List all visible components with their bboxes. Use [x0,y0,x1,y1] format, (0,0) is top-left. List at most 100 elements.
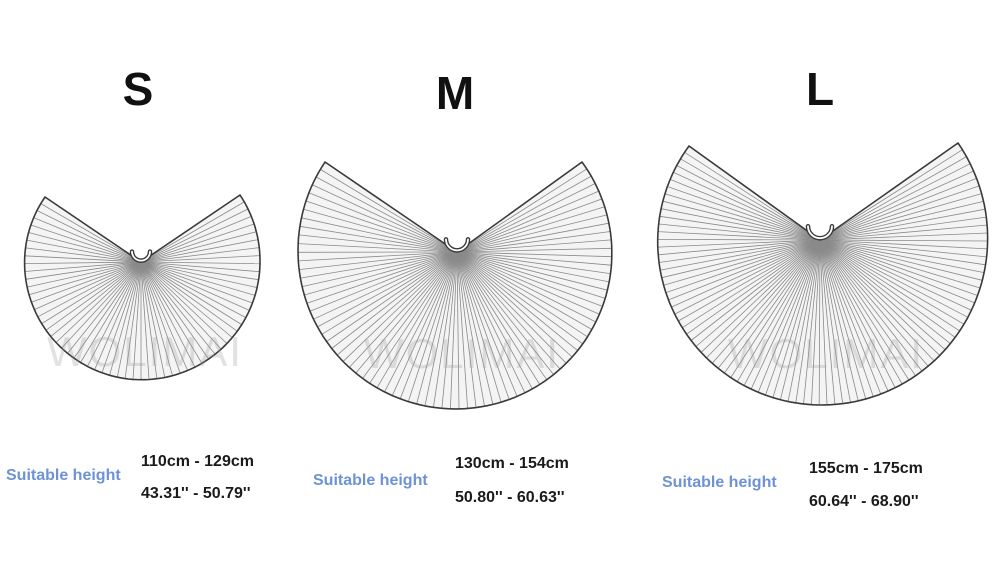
fan-rib [456,251,510,400]
fan-rib [28,232,142,263]
fan-rib [140,261,203,364]
height-in-m: 50.80'' - 60.63'' [455,489,565,506]
fan-rib [456,251,502,403]
height-in-s: 43.31'' - 50.79'' [141,485,251,502]
fan-rib [456,251,578,351]
fan-rib [811,239,821,405]
fan-rib [678,239,821,322]
fan-rib [659,215,821,241]
watermark-m: WOLIMAI [363,330,561,377]
fan-rib [456,251,610,283]
fan-rib [140,223,255,263]
height-in-l: 60.64'' - 68.90'' [809,493,919,510]
fan-rib [819,163,971,241]
fan-rib [661,239,821,279]
fan-rib [304,251,458,296]
fan-rib [41,261,142,324]
fan-rib [140,261,246,318]
fan-rib [376,251,458,389]
fan-rib [686,239,821,335]
size-label-m: M [435,67,475,119]
fan-rib [298,234,458,253]
fan-rib [750,239,821,390]
fan-rib [101,261,142,373]
fan-rib [140,261,209,360]
fan-rib [456,251,603,307]
fan-rib [140,261,261,265]
fan-rib [684,151,821,241]
fan-rib [300,251,458,279]
fan-rib [765,239,821,396]
fan-rib [301,217,458,253]
fan-rib [369,251,458,384]
fan-rib [140,261,242,325]
fan-rib [819,239,929,367]
neck-ring [129,249,153,263]
fan-rib [819,224,988,241]
fan-rib [456,251,541,385]
fan-rib [819,239,956,338]
fan-rib [140,261,260,273]
fan-outline [656,142,989,406]
fan-size-s [23,194,261,381]
fan-rib [456,175,592,253]
height-cm-m: 130cm - 154cm [455,455,569,472]
fan-rib [819,239,941,356]
fan-rib [305,200,458,253]
fan-rib [658,239,821,256]
fan-rib [456,251,608,291]
fan-rib [308,192,458,253]
fan-rib [384,251,458,393]
fan-rib [313,251,458,320]
fan-rib [819,208,986,241]
fan-rib [140,239,259,263]
fan-rib [140,261,158,379]
fan-rib [682,239,821,329]
fan-rib [680,158,821,241]
fan-rib [736,239,821,382]
suitable-height-label-l: Suitable height [662,474,777,491]
fan-rib [819,239,923,372]
fan-rib [819,239,882,395]
fan-size-l [656,142,989,406]
fan-rib [723,239,821,374]
fan-rib [456,251,612,258]
fan-rib [320,169,458,253]
fan-outline [297,161,613,410]
fan-rib [657,239,821,248]
fan-rib [94,261,142,370]
height-cm-s: 110cm - 129cm [141,453,254,470]
fan-rib [132,261,142,380]
fan-rib [299,251,458,270]
fan-rib [416,251,458,405]
fan-rib [819,232,988,241]
neck-ring-highlight [445,238,469,252]
fan-rib [730,239,821,378]
fan-rib [819,239,951,344]
fan-rib [140,261,196,368]
fan-rib [50,261,142,337]
fan-rib [819,239,916,376]
fan-rib [312,184,458,253]
fan-rib [456,251,593,330]
fan-rib [663,239,821,286]
fan-rib [140,261,173,376]
fan-outline [23,194,261,381]
fan-rib [819,201,984,241]
fan-rib [819,239,867,400]
fan-rib [140,261,222,350]
fan-rib [819,193,982,241]
fan-rib [717,239,821,369]
fan-rib [140,255,260,263]
fan-rib [326,251,458,342]
fan-rib [819,239,859,401]
neck-ring [805,223,835,241]
fan-rib [309,251,458,312]
fan-rib [331,251,458,349]
fan-rib [819,170,974,241]
fan-rib [140,261,181,374]
fan-rib [819,156,967,241]
fan-rib [456,251,460,409]
fan-rib [456,251,600,315]
